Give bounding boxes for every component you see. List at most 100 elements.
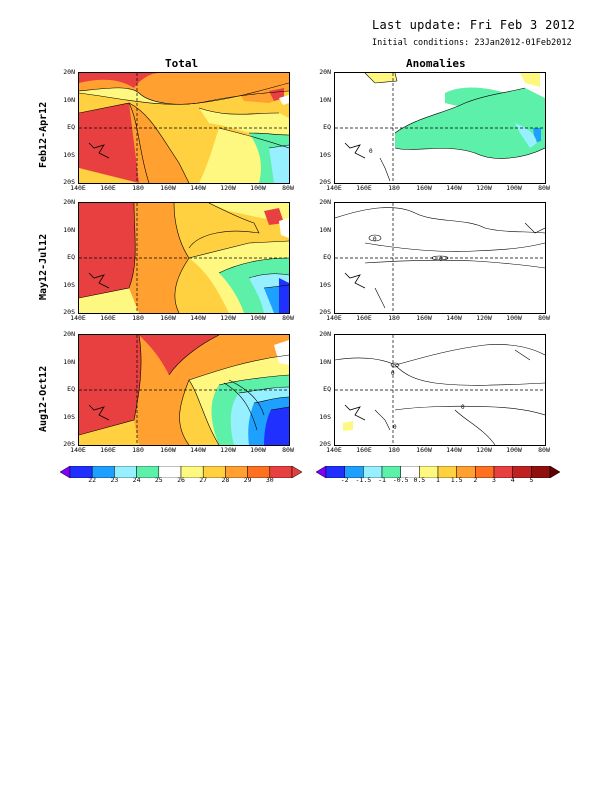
latitude-tick-label: 10N [319,95,331,104]
row-label-2: May12-Jul12 [38,233,49,300]
colorbar-tick-label: 0.5 [413,476,426,484]
colorbar-tick-label: 29 [243,476,252,484]
map-anom-feb-apr: 0 [334,72,546,184]
longitude-tick-label: 160W [160,184,176,192]
longitude-tick-label: 80W [282,184,294,192]
colorbar-tick-label: -0.5 [392,476,409,484]
longitude-tick-label: 180 [388,184,400,192]
colorbar-high-arrow [291,465,303,479]
map-total-aug-oct [78,334,290,446]
longitude-tick-label: 100W [250,446,266,454]
longitude-tick-label: 100W [506,446,522,454]
latitude-tick-label: EQ [323,253,331,261]
longitude-tick-label: 160E [100,314,116,322]
latitude-tick-label: EQ [67,385,75,393]
longitude-tick-label: 80W [538,314,550,322]
row-label-3: Aug12-Oct12 [38,365,49,432]
longitude-tick-label: 160W [416,314,432,322]
latitude-tick-label: 20N [63,68,75,76]
longitude-tick-label: 180 [388,446,400,454]
colorbar-tick-label: 1 [436,476,440,484]
colorbar-tick-label: 26 [177,476,185,484]
longitude-tick-label: 140E [326,314,342,322]
row-label-1: Feb12-Apr12 [38,101,49,168]
latitude-tick-label: 10S [63,412,75,421]
latitude-tick-label: 10S [319,150,331,159]
map-anom-aug-oct: 0 0 0 [334,334,546,446]
longitude-tick-label: 160W [416,184,432,192]
latitude-tick-label: 10S [319,412,331,421]
latitude-tick-label: 20S [63,178,75,186]
latitude-tick-label: 20N [63,330,75,338]
colorbar-anomalies [315,463,561,479]
contour-zero-label: 0 [391,370,395,377]
longitude-tick-label: 140W [190,184,206,192]
longitude-tick-label: 120W [476,446,492,454]
longitude-tick-label: 160W [160,314,176,322]
colorbar-tick-label: 5 [529,476,534,484]
longitude-tick-label: 140E [326,446,342,454]
contour-zero-label: 0 [393,424,397,431]
latitude-tick-label: 10S [63,280,75,289]
longitude-tick-label: 100W [506,314,522,322]
longitude-tick-label: 140E [70,184,86,192]
colorbar-tick-label: 22 [88,476,97,484]
latitude-tick-label: 20S [319,308,331,316]
colorbar-low-arrow [315,465,327,479]
column-title-total: Total [165,57,199,70]
longitude-tick-label: 140W [190,446,206,454]
colorbar-tick-label: 3 [492,476,496,484]
colorbar-tick-label: -1.5 [355,476,372,484]
colorbar-tick-label: 1.5 [450,476,463,484]
latitude-tick-label: 20N [63,198,75,206]
latitude-tick-label: 10S [319,280,331,289]
longitude-tick-label: 160E [100,184,116,192]
longitude-tick-label: 140W [446,446,462,454]
latitude-tick-label: 20S [63,440,75,448]
longitude-tick-label: 80W [538,446,550,454]
map-total-feb-apr [78,72,290,184]
latitude-tick-label: EQ [67,253,75,261]
longitude-tick-label: 100W [250,314,266,322]
contour-zero-label: 0 [439,256,443,263]
latitude-tick-label: 20S [319,178,331,186]
last-update-text: Last update: Fri Feb 3 2012 [372,18,576,32]
colorbar-tick-label: 2 [473,476,478,484]
colorbar-total [59,463,303,479]
latitude-tick-label: 10N [319,357,331,366]
colorbar-tick-label: 24 [132,476,141,484]
colorbar-tick-label: 28 [221,476,230,484]
latitude-tick-label: 20N [319,198,331,206]
contour-zero-label: 0 [461,404,465,411]
colorbar-tick-label: -2 [340,476,349,484]
longitude-tick-label: 160E [100,446,116,454]
latitude-tick-label: 20N [319,330,331,338]
initial-conditions-text: Initial conditions: 23Jan2012-01Feb2012 [372,38,572,48]
longitude-tick-label: 100W [250,184,266,192]
latitude-tick-label: 20S [319,440,331,448]
colorbar-tick-label: 30 [265,476,274,484]
latitude-tick-label: 10S [63,150,75,159]
longitude-tick-label: 140W [446,184,462,192]
longitude-tick-label: 140E [70,446,86,454]
longitude-tick-label: 120W [476,314,492,322]
longitude-tick-label: 100W [506,184,522,192]
colorbar-tick-label: -1 [378,476,386,484]
colorbar-tick-label: 25 [154,476,163,484]
longitude-tick-label: 140W [446,314,462,322]
longitude-tick-label: 180 [132,446,144,454]
contour-zero-label: 0 [369,148,373,155]
colorbar-tick-label: 23 [110,476,119,484]
colorbar-tick-label: 27 [199,476,208,484]
longitude-tick-label: 180 [132,184,144,192]
longitude-tick-label: 80W [282,446,294,454]
latitude-tick-label: 10N [63,95,75,104]
longitude-tick-label: 80W [538,184,550,192]
column-title-anomalies: Anomalies [406,57,466,70]
longitude-tick-label: 160E [356,314,372,322]
latitude-tick-label: 20S [63,308,75,316]
longitude-tick-label: 160E [356,184,372,192]
longitude-tick-label: 160W [416,446,432,454]
colorbar-tick-label: 4 [510,476,515,484]
longitude-tick-label: 120W [220,184,236,192]
